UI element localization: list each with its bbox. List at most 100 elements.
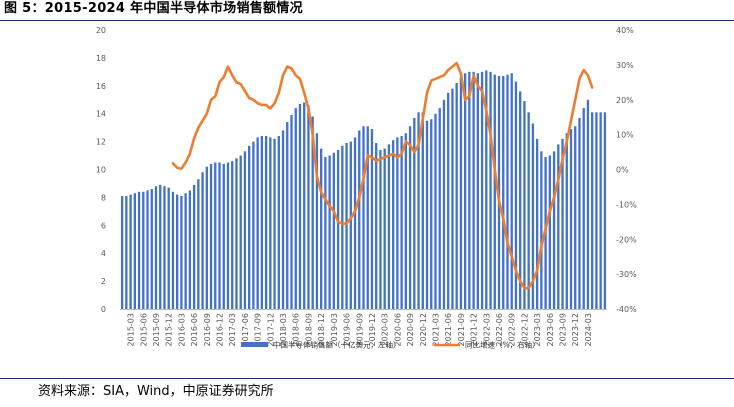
sales-bar	[472, 71, 475, 309]
left-tick-label: 8	[101, 193, 106, 202]
sales-bar	[184, 193, 187, 309]
sales-bars	[120, 70, 607, 310]
growth-line	[171, 61, 594, 290]
sales-bar	[383, 148, 386, 309]
sales-chart: 0 2 4 6 8 10 12 14 16 18 20 -40% -30% -20% -10% 0% 10% 2…	[96, 26, 637, 350]
sales-bar	[154, 186, 158, 309]
sales-bar	[176, 194, 179, 309]
x-tick-label: 2021-09	[457, 313, 466, 346]
sales-bar	[192, 184, 196, 309]
x-tick-label: 2018-03	[279, 313, 288, 346]
sales-bar	[586, 99, 590, 309]
sales-bar	[129, 194, 132, 309]
right-tick-label: -40%	[616, 305, 637, 314]
title-rule	[0, 20, 734, 21]
sales-bar	[345, 143, 348, 309]
sales-bar	[561, 138, 564, 309]
sales-bar	[510, 73, 513, 309]
source-note: 资料来源：SIA，Wind，中原证券研究所	[38, 384, 274, 399]
sales-bar	[235, 158, 238, 309]
x-tick-label: 2019-09	[355, 313, 364, 346]
sales-bar	[404, 133, 408, 309]
sales-bar	[222, 163, 225, 309]
x-tick-label: 2018-06	[292, 313, 301, 346]
x-tick-label: 2022-06	[495, 313, 504, 346]
sales-bar	[332, 152, 336, 309]
sales-bar	[438, 108, 441, 310]
sales-bar	[578, 117, 581, 309]
right-tick-label: 0%	[616, 166, 629, 175]
sales-bar	[540, 151, 543, 309]
x-tick-label: 2018-09	[304, 313, 313, 346]
sales-bar	[476, 73, 479, 309]
sales-bar	[451, 88, 454, 309]
sales-bar	[591, 112, 594, 309]
x-tick-label: 2016-06	[190, 313, 199, 346]
sales-bar	[468, 71, 471, 309]
sales-bar	[569, 129, 573, 309]
sales-bar	[315, 133, 319, 309]
left-tick-label: 20	[96, 26, 106, 35]
x-tick-label: 2021-06	[444, 313, 453, 346]
x-tick-label: 2021-03	[431, 313, 440, 346]
figure-title: 图 5：2015-2024 年中国半导体市场销售额情况	[4, 1, 303, 16]
x-tick-label: 2015-03	[127, 313, 136, 346]
x-tick-label: 2022-09	[508, 313, 517, 346]
sales-bar	[133, 193, 136, 309]
sales-bar	[269, 137, 272, 309]
sales-bar	[379, 149, 382, 309]
sales-bar	[557, 144, 560, 309]
sales-bar	[425, 120, 429, 309]
sales-bar	[434, 113, 437, 309]
left-tick-label: 4	[101, 249, 106, 258]
x-tick-label: 2020-03	[381, 313, 390, 346]
sales-bar	[260, 136, 264, 309]
sales-bar	[201, 172, 204, 309]
legend-line-label: 同比增速（%，右轴）	[465, 340, 540, 350]
x-tick-label: 2023-12	[571, 313, 580, 346]
left-axis: 0 2 4 6 8 10 12 14 16 18 20	[96, 26, 106, 314]
x-axis: 2015-03 2015-06 2015-09 2015-12 2016-03 2016-…	[120, 309, 607, 346]
right-axis: -40% -30% -20% -10% 0% 10% 20% 30% 40%	[616, 26, 637, 314]
sales-bar	[552, 151, 556, 309]
sales-bar	[319, 148, 323, 309]
sales-bar	[252, 141, 255, 309]
sales-bar	[531, 123, 535, 309]
sales-bar	[286, 122, 289, 309]
left-tick-label: 2	[101, 277, 106, 286]
sales-bar	[264, 136, 268, 309]
sales-bar	[137, 191, 141, 309]
x-tick-label: 2017-03	[228, 313, 237, 346]
source-rule	[0, 378, 734, 379]
sales-bar	[336, 149, 340, 309]
sales-bar	[396, 137, 399, 309]
sales-bar	[167, 187, 170, 309]
right-tick-label: 10%	[616, 131, 634, 140]
sales-bar	[303, 102, 306, 309]
sales-bar	[421, 112, 424, 309]
sales-bar	[417, 112, 420, 309]
right-tick-label: -30%	[616, 270, 637, 279]
right-tick-label: -10%	[616, 200, 637, 209]
x-tick-label: 2024-03	[584, 313, 593, 346]
sales-bar	[455, 83, 458, 309]
x-tick-label: 2015-09	[152, 313, 161, 346]
sales-bar	[180, 196, 183, 309]
sales-bar	[375, 143, 378, 309]
x-tick-label: 2016-12	[216, 313, 225, 346]
sales-bar	[493, 74, 496, 309]
sales-bar	[120, 196, 124, 309]
right-tick-label: 20%	[616, 96, 634, 105]
x-tick-label: 2015-12	[165, 313, 174, 346]
sales-bar	[387, 144, 391, 309]
sales-bar	[442, 99, 446, 309]
left-tick-label: 18	[96, 54, 106, 63]
x-tick-label: 2021-12	[470, 313, 479, 346]
growth-line-path	[171, 61, 594, 290]
sales-bar	[430, 119, 433, 309]
sales-bar	[214, 162, 217, 309]
x-tick-label: 2023-06	[546, 313, 555, 346]
x-tick-label: 2017-09	[254, 313, 263, 346]
sales-bar	[231, 161, 234, 309]
left-tick-label: 12	[96, 138, 106, 147]
